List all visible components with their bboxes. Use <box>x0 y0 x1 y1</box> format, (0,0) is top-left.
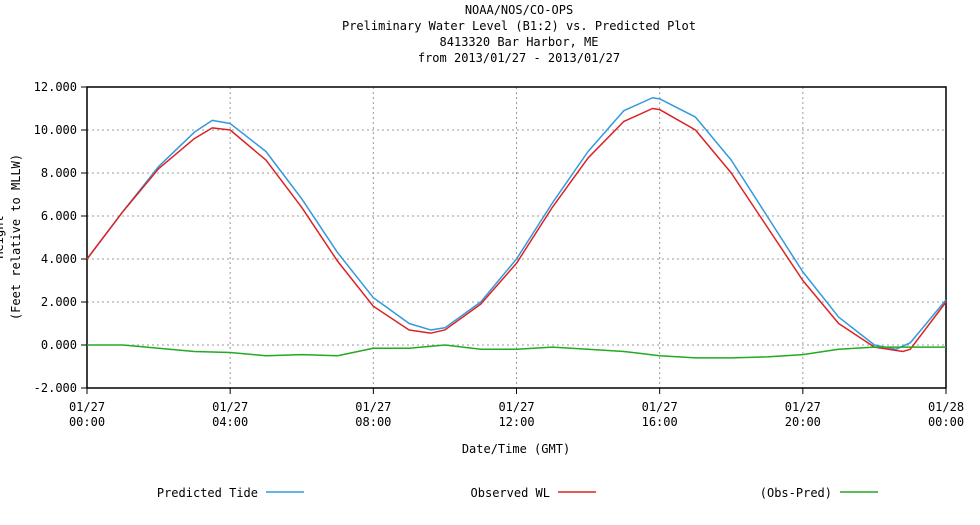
y-axis-label: Height <box>0 215 6 258</box>
legend-label: Observed WL <box>471 486 550 500</box>
x-tick-time: 04:00 <box>212 415 248 429</box>
x-tick-date: 01/27 <box>785 400 821 414</box>
y-tick-label: 4.000 <box>41 252 77 266</box>
legend-label: (Obs-Pred) <box>760 486 832 500</box>
x-tick-date: 01/27 <box>355 400 391 414</box>
y-tick-label: 12.000 <box>34 80 77 94</box>
chart-title-line: 8413320 Bar Harbor, ME <box>440 35 599 49</box>
x-tick-date: 01/28 <box>928 400 964 414</box>
y-tick-label: 6.000 <box>41 209 77 223</box>
y-tick-label: 2.000 <box>41 295 77 309</box>
y-axis-label: (Feet relative to MLLW) <box>9 154 23 320</box>
series-line-predicted-tide <box>86 97 947 351</box>
y-tick-label: 10.000 <box>34 123 77 137</box>
x-tick-time: 12:00 <box>498 415 534 429</box>
y-tick-label: 0.000 <box>41 338 77 352</box>
y-tick-label: -2.000 <box>34 381 77 395</box>
x-tick-date: 01/27 <box>69 400 105 414</box>
x-tick-date: 01/27 <box>498 400 534 414</box>
x-tick-date: 01/27 <box>212 400 248 414</box>
x-tick-date: 01/27 <box>642 400 678 414</box>
x-tick-time: 08:00 <box>355 415 391 429</box>
chart-title-line: NOAA/NOS/CO-OPS <box>465 3 573 17</box>
chart-title-line: Preliminary Water Level (B1:2) vs. Predi… <box>342 19 696 33</box>
plot-frame <box>86 86 947 389</box>
y-tick-label: 8.000 <box>41 166 77 180</box>
chart-title-line: from 2013/01/27 - 2013/01/27 <box>418 51 620 65</box>
series-line-obs-pred <box>87 344 946 359</box>
legend-label: Predicted Tide <box>157 486 258 500</box>
x-tick-time: 00:00 <box>69 415 105 429</box>
x-tick-time: 00:00 <box>928 415 964 429</box>
series-line-observed-wl <box>86 107 947 353</box>
x-tick-time: 16:00 <box>642 415 678 429</box>
x-tick-time: 20:00 <box>785 415 821 429</box>
x-axis-label: Date/Time (GMT) <box>462 442 570 456</box>
